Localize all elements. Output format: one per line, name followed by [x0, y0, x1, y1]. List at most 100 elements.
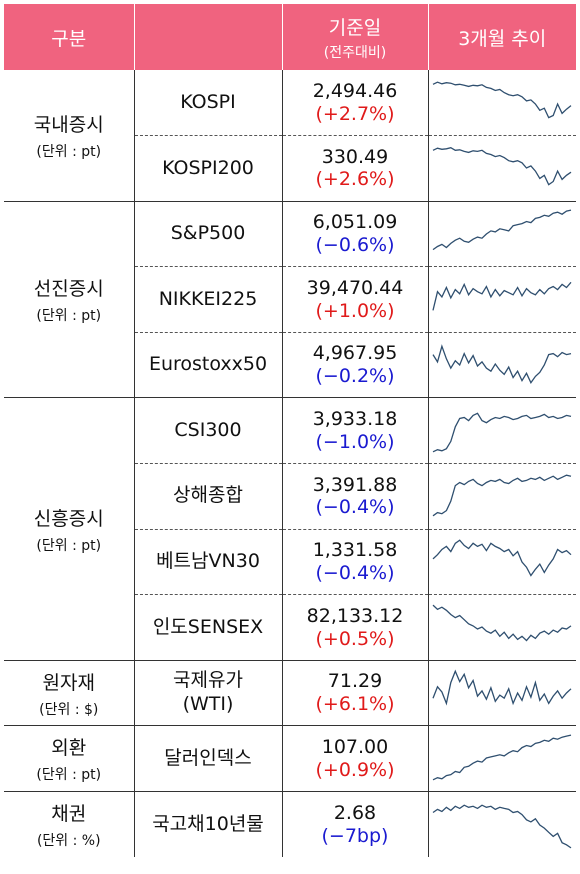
category-title: 신흥증시	[33, 507, 104, 530]
table-row: 채권 (단위 : %) 국고채10년물 2.68 (−7bp)	[4, 791, 576, 858]
index-name: 인도SENSEX	[152, 615, 264, 638]
sparkline-chart	[432, 734, 572, 781]
index-name: 국고채10년물	[152, 812, 264, 835]
index-value: 3,933.18	[312, 407, 398, 430]
index-value: 330.49	[321, 145, 389, 168]
index-name: KOSPI200	[162, 156, 254, 179]
sparkline-chart	[432, 412, 572, 453]
category-unit: (단위 : pt)	[36, 537, 102, 554]
sparkline-chart	[432, 669, 572, 706]
index-value: 2,494.46	[312, 79, 398, 102]
weekly-change: (−0.2%)	[315, 365, 395, 388]
sparkline-chart	[432, 81, 572, 119]
sparkline-chart	[432, 604, 572, 641]
category-title: 국내증시	[33, 113, 104, 136]
index-name-cell: 국고채10년물	[134, 791, 283, 858]
header-trend: 3개월 추이	[428, 4, 576, 70]
sparkline-line	[432, 147, 572, 186]
value-cell: 1,331.58 (−0.4%)	[282, 528, 429, 595]
sparkline-line	[432, 412, 572, 453]
sparkline-chart	[432, 281, 572, 311]
header-date: 기준일 (전주대비)	[282, 4, 429, 70]
sparkline-line	[432, 209, 572, 251]
sparkline-line	[432, 669, 572, 706]
index-name: KOSPI	[180, 90, 236, 113]
sparkline-chart	[432, 539, 572, 577]
header-date-main: 기준일	[328, 16, 382, 39]
index-name: 상해종합	[173, 484, 243, 507]
value-cell: 3,391.88 (−0.4%)	[282, 463, 429, 530]
value-cell: 4,967.95 (−0.2%)	[282, 331, 429, 398]
index-name-cell: KOSPI	[134, 70, 283, 136]
weekly-change: (+0.9%)	[315, 758, 395, 781]
index-name-cell: Eurostoxx50	[134, 331, 283, 398]
trend-cell	[428, 397, 576, 464]
weekly-change: (−0.6%)	[315, 233, 395, 256]
index-value: 82,133.12	[306, 604, 404, 627]
sparkline-line	[432, 81, 572, 119]
sparkline-line	[432, 281, 572, 311]
sparkline-chart	[432, 474, 572, 517]
category-title: 채권	[51, 803, 87, 826]
weekly-change: (+6.1%)	[315, 693, 395, 716]
weekly-change: (−0.4%)	[315, 561, 395, 584]
trend-cell	[428, 659, 576, 726]
sparkline-line	[432, 474, 572, 517]
market-summary-table: 구분 기준일 (전주대비) 3개월 추이 국내증시 (단위 : pt) KOSPI 2…	[4, 4, 576, 858]
index-value: 3,391.88	[312, 473, 398, 496]
index-name-cell: CSI300	[134, 397, 283, 464]
table-row: 외환 (단위 : pt) 달러인덱스 107.00 (+0.9%)	[4, 725, 576, 792]
sparkline-line	[432, 604, 572, 641]
trend-cell	[428, 528, 576, 595]
table-row: KOSPI200 330.49 (+2.6%)	[4, 135, 576, 202]
table-row: 신흥증시 (단위 : pt) CSI300 3,933.18 (−1.0%)	[4, 397, 576, 661]
index-value: 2.68	[333, 801, 377, 824]
index-value: 107.00	[321, 735, 389, 758]
index-name-cell: KOSPI200	[134, 135, 283, 202]
sparkline-line	[432, 344, 572, 385]
category-unit: (단위 : $)	[39, 701, 99, 718]
table-row: 국내증시 (단위 : pt) KOSPI 2,494.46 (+2.7%)	[4, 70, 576, 202]
sparkline-chart	[432, 209, 572, 251]
table-row: 상해종합 3,391.88 (−0.4%)	[4, 463, 576, 530]
trend-cell	[428, 331, 576, 398]
index-name-cell: 베트남VN30	[134, 528, 283, 595]
index-name: CSI300	[174, 418, 242, 441]
index-name-cell: NIKKEI225	[134, 266, 283, 333]
table-row: 베트남VN30 1,331.58 (−0.4%)	[4, 528, 576, 595]
category-cell: 외환 (단위 : pt)	[4, 725, 135, 792]
category-unit: (단위 : pt)	[36, 143, 102, 160]
value-cell: 2.68 (−7bp)	[282, 791, 429, 858]
header-row: 구분 기준일 (전주대비) 3개월 추이	[4, 4, 576, 70]
trend-cell	[428, 266, 576, 333]
index-value: 39,470.44	[306, 276, 404, 299]
category-title: 외환	[51, 737, 87, 760]
index-name: 국제유가 (WTI)	[173, 669, 243, 716]
index-name-cell: S&P500	[134, 200, 283, 267]
value-cell: 82,133.12 (+0.5%)	[282, 594, 429, 661]
value-cell: 2,494.46 (+2.7%)	[282, 70, 429, 136]
table-row: 선진증시 (단위 : pt) S&P500 6,051.09 (−0.6%)	[4, 200, 576, 398]
weekly-change: (−0.4%)	[315, 496, 395, 519]
index-value: 6,051.09	[312, 211, 398, 234]
header-date-sub: (전주대비)	[323, 44, 387, 61]
category-cell: 국내증시 (단위 : pt)	[4, 70, 135, 202]
sparkline-line	[432, 539, 572, 577]
index-value: 1,331.58	[312, 539, 398, 562]
category-title: 선진증시	[33, 278, 104, 301]
category-cell: 신흥증시 (단위 : pt)	[4, 397, 135, 661]
index-name: 베트남VN30	[156, 550, 260, 573]
weekly-change: (+2.7%)	[315, 102, 395, 125]
category-cell: 원자재 (단위 : $)	[4, 659, 135, 726]
index-name: Eurostoxx50	[148, 353, 268, 376]
trend-cell	[428, 200, 576, 267]
weekly-change: (+1.0%)	[315, 299, 395, 322]
weekly-change: (+2.6%)	[315, 168, 395, 191]
index-name-cell: 인도SENSEX	[134, 594, 283, 661]
value-cell: 3,933.18 (−1.0%)	[282, 397, 429, 464]
value-cell: 330.49 (+2.6%)	[282, 135, 429, 202]
sparkline-chart	[432, 147, 572, 186]
category-unit: (단위 : %)	[36, 833, 101, 850]
value-cell: 71.29 (+6.1%)	[282, 659, 429, 726]
index-name: NIKKEI225	[158, 287, 258, 310]
